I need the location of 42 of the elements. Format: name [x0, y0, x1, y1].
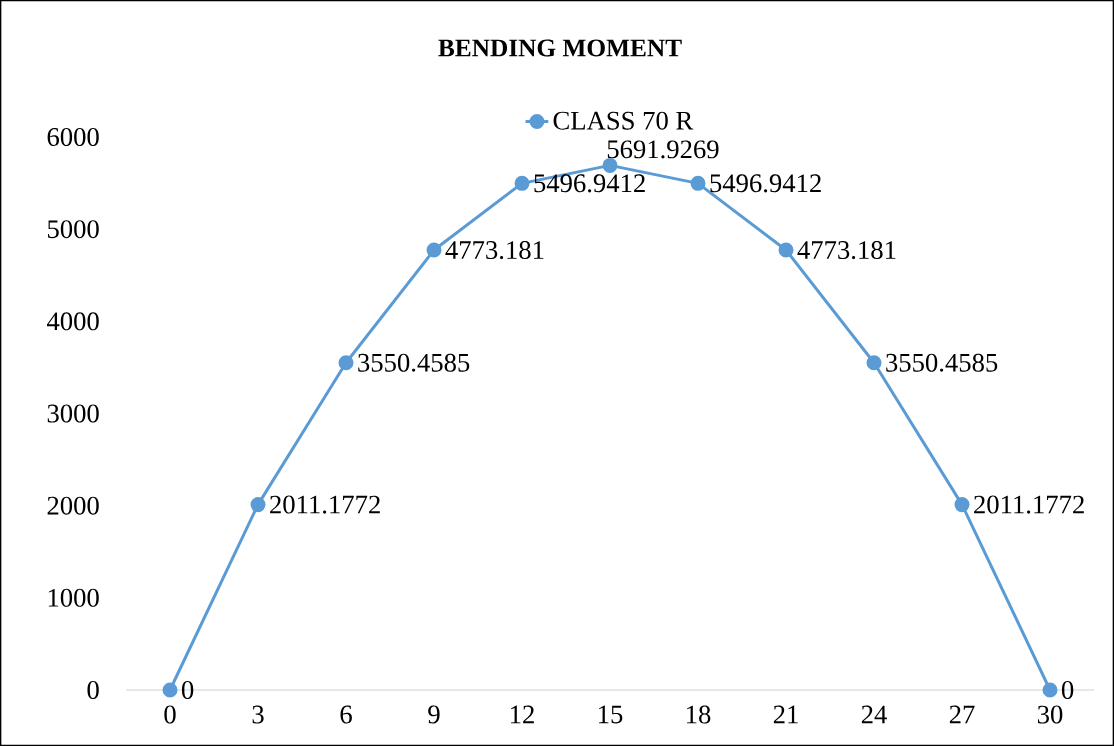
- point: [338, 355, 354, 371]
- x-tick-label: 30: [1037, 705, 1063, 724]
- data-label: 2011.1772: [270, 495, 380, 514]
- point: [514, 175, 530, 191]
- legend-label: CLASS 70 R: [553, 111, 694, 130]
- data-label: 4773.181: [445, 241, 544, 260]
- point: [602, 157, 618, 173]
- data-label: 2011.1772: [974, 495, 1084, 514]
- y-tick-label: 3000: [47, 404, 99, 423]
- data-label: 5691.9269: [607, 140, 719, 159]
- point: [778, 242, 794, 258]
- point: [1042, 682, 1058, 698]
- point: [954, 497, 970, 513]
- x-tick-label: 18: [687, 705, 711, 724]
- point: [162, 682, 178, 698]
- x-tick-label: 15: [599, 705, 623, 724]
- x-tick-label: 12: [511, 705, 534, 724]
- chart-title: BENDING MOMENT: [438, 39, 682, 57]
- x-tick-label: 6: [340, 705, 352, 724]
- y-tick-label: 1000: [48, 588, 99, 607]
- data-label: 5496.9412: [534, 174, 645, 193]
- data-label: 0: [181, 680, 194, 699]
- x-tick-label: 0: [164, 705, 176, 724]
- y-tick-label: 5000: [48, 220, 99, 239]
- x-tick-label: 9: [428, 705, 440, 724]
- y-tick-label: 0: [87, 680, 99, 699]
- data-label: 3550.4585: [358, 353, 470, 372]
- data-label: 4773.181: [797, 241, 896, 260]
- data-label: 3550.4585: [886, 353, 998, 372]
- data-label: 5496.9412: [710, 174, 821, 193]
- x-tick-label: 3: [252, 705, 264, 724]
- point: [250, 497, 266, 513]
- y-tick-label: 6000: [47, 128, 99, 146]
- y-tick-label: 4000: [46, 312, 99, 331]
- x-tick-label: 24: [861, 705, 887, 724]
- x-tick-label: 21: [773, 705, 798, 724]
- x-tick-label: 27: [949, 705, 975, 724]
- point: [866, 355, 882, 371]
- point: [690, 175, 706, 191]
- y-tick-label: 2000: [47, 496, 99, 515]
- data-label: 0: [1061, 680, 1074, 699]
- point: [426, 242, 442, 258]
